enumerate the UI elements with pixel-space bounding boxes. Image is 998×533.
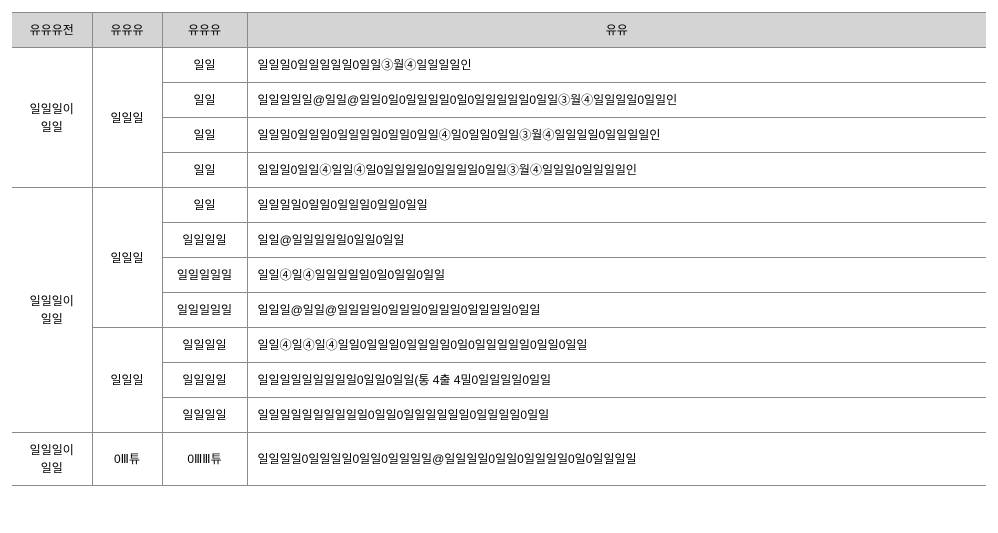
col-header-4: 유유	[247, 13, 986, 48]
label-cell: 일일일일	[162, 398, 247, 433]
label-cell: 일일일일	[162, 328, 247, 363]
content-cell: 일일@일일일일일0일일0일일	[247, 223, 986, 258]
table-body: 일일일이일일일일일일일일일일0일일일일일0일일③월④일일일일인일일일일일일일@일…	[12, 48, 986, 486]
content-cell: 일일④일④일일일일일0일0일일0일일	[247, 258, 986, 293]
label-cell: 일일	[162, 118, 247, 153]
group-cell: 일일일이일일	[12, 188, 92, 433]
header-row: 유유유전 유유유 유유유 유유	[12, 13, 986, 48]
subgroup-cell: 일일일	[92, 328, 162, 433]
label-cell: 일일일일	[162, 223, 247, 258]
subgroup-cell: 일일일	[92, 188, 162, 328]
table-row: 일일일이일일0Ⅲ튜0ⅢⅢ튜일일일일0일일일일0일일0일일일일@일일일일0일일0일…	[12, 433, 986, 486]
content-cell: 일일일일0일일일일0일일0일일일일@일일일일0일일0일일일일0일0일일일일	[247, 433, 986, 486]
col-header-1: 유유유전	[12, 13, 92, 48]
content-cell: 일일④일④일④일일0일일일0일일일일0일0일일일일일0일일0일일	[247, 328, 986, 363]
content-cell: 일일일0일일일일일0일일③월④일일일일인	[247, 48, 986, 83]
label-cell: 일일일일일	[162, 258, 247, 293]
content-cell: 일일일일일일일일일일0일일0일일일일일일0일일일일0일일	[247, 398, 986, 433]
col-header-2: 유유유	[92, 13, 162, 48]
label-cell: 일일일일	[162, 363, 247, 398]
content-cell: 일일일일일@일일@일일0일0일일일일0일0일일일일일0일일③월④일일일일0일일인	[247, 83, 986, 118]
content-cell: 일일일일일일일일일0일일0일일(통 4출 4밀0일일일일0일일	[247, 363, 986, 398]
label-cell: 일일	[162, 83, 247, 118]
data-table: 유유유전 유유유 유유유 유유 일일일이일일일일일일일일일일0일일일일일0일일③…	[12, 12, 986, 486]
table-row: 일일일이일일일일일일일일일일일0일일0일일일0일일0일일	[12, 188, 986, 223]
label-cell: 일일일일일	[162, 293, 247, 328]
subgroup-cell: 0Ⅲ튜	[92, 433, 162, 486]
content-cell: 일일일0일일일0일일일일0일일0일일④일0일일0일일③월④일일일일0일일일일인	[247, 118, 986, 153]
col-header-3: 유유유	[162, 13, 247, 48]
content-cell: 일일일일0일일0일일일0일일0일일	[247, 188, 986, 223]
table-row: 일일일이일일일일일일일일일일0일일일일일0일일③월④일일일일인	[12, 48, 986, 83]
group-cell: 일일일이일일	[12, 48, 92, 188]
label-cell: 0ⅢⅢ튜	[162, 433, 247, 486]
label-cell: 일일	[162, 188, 247, 223]
label-cell: 일일	[162, 153, 247, 188]
subgroup-cell: 일일일	[92, 48, 162, 188]
label-cell: 일일	[162, 48, 247, 83]
content-cell: 일일일@일일@일일일일0일일일0일일일0일일일일0일일	[247, 293, 986, 328]
group-cell: 일일일이일일	[12, 433, 92, 486]
table-row: 일일일일일일일일일④일④일④일일0일일일0일일일일0일0일일일일일0일일0일일	[12, 328, 986, 363]
content-cell: 일일일0일일④일일④일0일일일일0일일일일0일일③월④일일일0일일일일인	[247, 153, 986, 188]
